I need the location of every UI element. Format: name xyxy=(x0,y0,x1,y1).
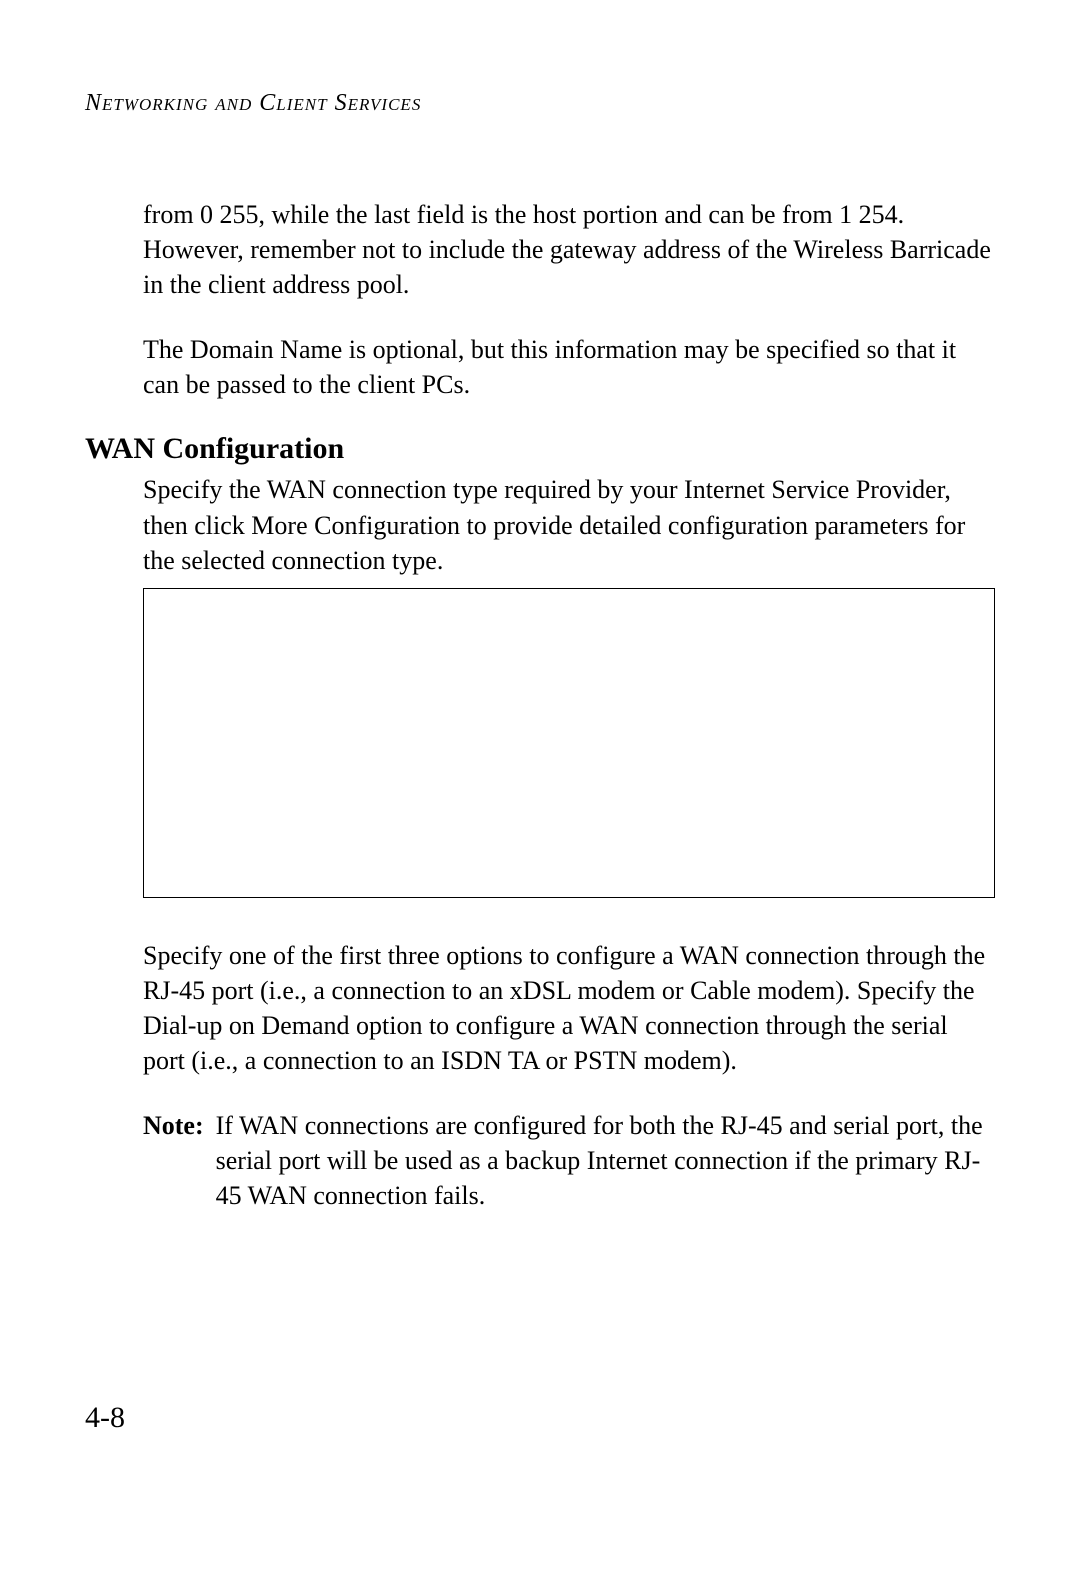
document-page: Networking and Client Services from 0 25… xyxy=(0,0,1080,1570)
section-heading: WAN Configuration xyxy=(85,432,995,466)
figure-placeholder xyxy=(143,588,995,898)
note-label: Note: xyxy=(143,1108,204,1213)
paragraph-2: The Domain Name is optional, but this in… xyxy=(143,332,995,402)
header-title: Networking and Client Services xyxy=(85,90,421,116)
page-number: 4-8 xyxy=(85,1401,125,1435)
paragraph-4: Specify one of the first three options t… xyxy=(143,938,995,1078)
paragraph-3: Specify the WAN connection type required… xyxy=(143,472,995,577)
note-text: If WAN connections are configured for bo… xyxy=(216,1108,995,1213)
paragraph-1: from 0 255, while the last field is the … xyxy=(143,197,995,302)
page-header: Networking and Client Services xyxy=(85,90,995,117)
note-block: Note: If WAN connections are configured … xyxy=(143,1108,995,1213)
